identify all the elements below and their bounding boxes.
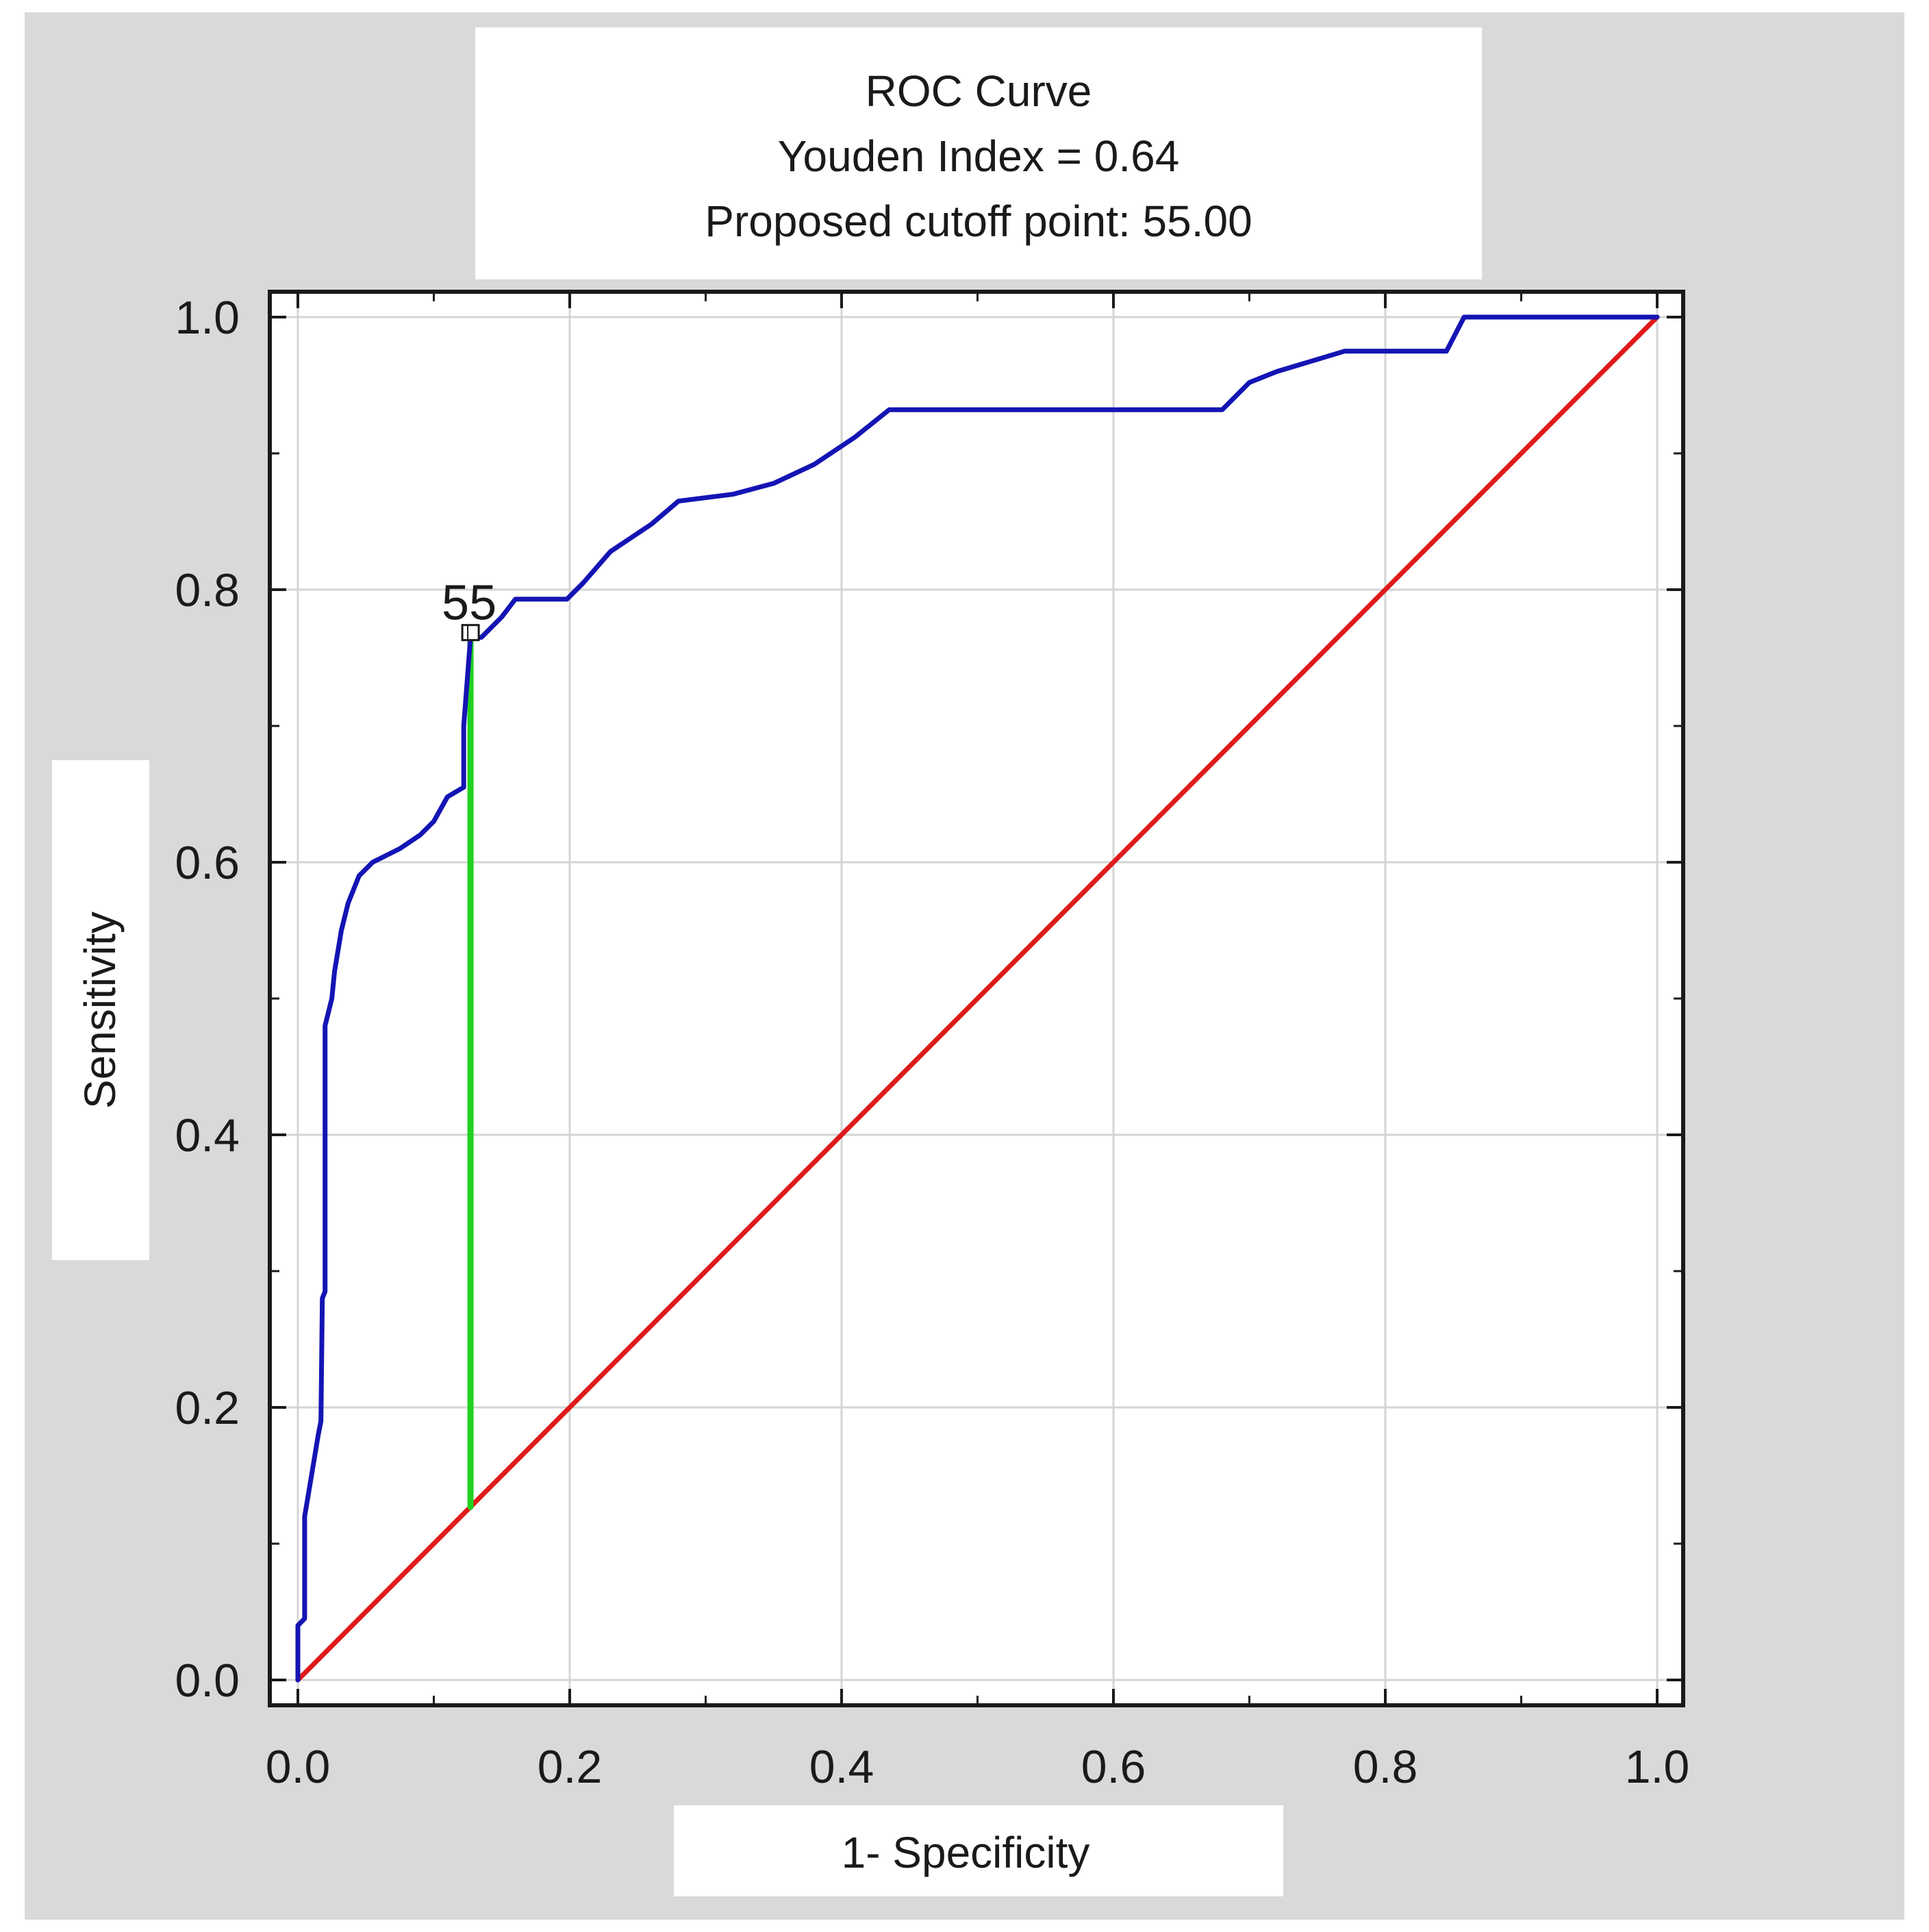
x-tick-label: 1.0 (1625, 1741, 1690, 1793)
x-tick-label: 0.6 (1081, 1741, 1146, 1793)
chart-subtitle-youden: Youden Index = 0.64 (778, 131, 1180, 181)
x-axis-title: 1- Specificity (842, 1828, 1090, 1877)
y-tick-label: 0.4 (175, 1109, 240, 1162)
title-box (475, 27, 1482, 279)
plot-frame (268, 290, 1685, 1707)
y-tick-label: 0.2 (175, 1382, 240, 1434)
x-axis-title-box (674, 1805, 1283, 1896)
x-tick-label: 0.0 (266, 1741, 331, 1793)
grid (270, 292, 1683, 1705)
cutoff-point-label: 55 (442, 576, 496, 631)
y-tick-label: 0.8 (175, 564, 240, 616)
chart-title: ROC Curve (866, 66, 1092, 116)
cutoff-point-marker (461, 624, 480, 642)
chart-subtitle-cutoff: Proposed cutoff point: 55.00 (705, 197, 1252, 246)
x-tick-labels: 0.0 0.2 0.4 0.6 0.8 1.0 (266, 1741, 1690, 1793)
x-tick-label: 0.4 (809, 1741, 874, 1793)
series (295, 314, 1660, 1683)
x-tick-label: 0.8 (1353, 1741, 1418, 1793)
y-tick-label: 0.6 (175, 837, 240, 889)
annotations: 55 (442, 576, 496, 642)
y-axis-title: Sensitivity (75, 912, 125, 1109)
y-axis-title-box (52, 760, 149, 1260)
y-tick-labels: 0.0 0.2 0.4 0.6 0.8 1.0 (175, 292, 240, 1707)
roc-curve-line (295, 314, 1660, 1683)
x-tick-label: 0.2 (538, 1741, 603, 1793)
reference-diagonal-line (295, 314, 1660, 1683)
y-tick-label: 1.0 (175, 292, 240, 344)
y-tick-label: 0.0 (175, 1655, 240, 1707)
